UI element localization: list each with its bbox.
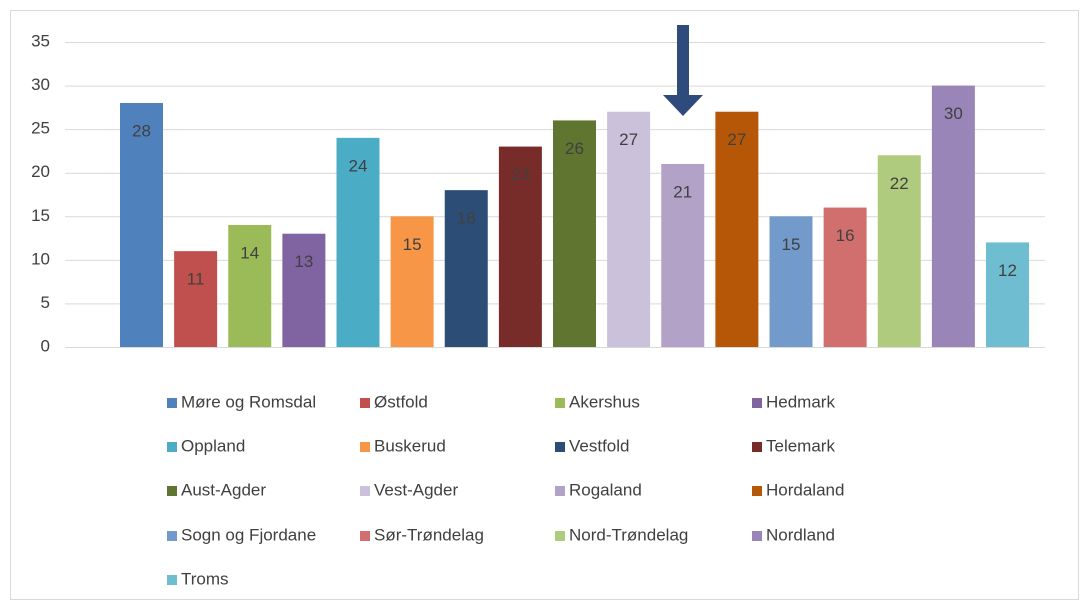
legend-swatch [752, 531, 762, 541]
legend-label: Østfold [374, 392, 428, 411]
data-label: 16 [836, 226, 855, 245]
legend-swatch [752, 442, 762, 452]
legend-label: Troms [181, 569, 229, 588]
legend-swatch [555, 486, 565, 496]
legend-label: Hordaland [766, 480, 844, 499]
bar [336, 137, 380, 347]
y-tick-label: 35 [31, 31, 50, 50]
data-label: 26 [565, 139, 584, 158]
legend-swatch [167, 531, 177, 541]
data-label: 22 [890, 174, 909, 193]
data-label: 27 [619, 130, 638, 149]
legend-swatch [360, 486, 370, 496]
legend-label: Nord-Trøndelag [569, 525, 688, 544]
legend-swatch [360, 442, 370, 452]
legend-label: Vestfold [569, 436, 630, 455]
bar [986, 242, 1029, 347]
data-label: 11 [187, 270, 205, 289]
bar [715, 111, 759, 347]
legend-swatch [752, 398, 762, 408]
data-label: 21 [673, 182, 692, 201]
legend-label: Vest-Agder [374, 480, 458, 499]
bar [282, 233, 326, 347]
arrow-annotation [663, 25, 703, 116]
bar [877, 155, 921, 347]
legend-swatch [167, 575, 177, 585]
data-label: 15 [782, 235, 801, 254]
legend-label: Buskerud [374, 436, 446, 455]
legend: Møre og Romsdal Østfold Akershus Hedmark Opp… [167, 392, 844, 588]
legend-label: Sogn og Fjordane [181, 525, 316, 544]
data-label: 30 [944, 104, 963, 123]
bar [661, 164, 705, 347]
bar [120, 103, 163, 347]
data-label: 24 [349, 156, 368, 175]
y-tick-label: 25 [31, 119, 50, 138]
legend-label: Akershus [569, 392, 640, 411]
legend-swatch [360, 398, 370, 408]
y-tick-label: 20 [31, 162, 50, 181]
data-label: 13 [294, 252, 313, 271]
y-tick-label: 10 [31, 249, 50, 268]
legend-label: Aust-Agder [181, 480, 266, 499]
data-label: 18 [457, 209, 476, 228]
bars [120, 85, 1029, 348]
bar [444, 190, 488, 347]
data-label: 28 [132, 121, 151, 140]
bar [931, 85, 975, 348]
legend-swatch [167, 398, 177, 408]
data-label: 12 [998, 261, 1017, 280]
legend-label: Møre og Romsdal [181, 392, 316, 411]
data-label: 15 [403, 235, 422, 254]
bar [174, 251, 218, 347]
y-tick-label: 30 [31, 75, 50, 94]
bar [553, 120, 596, 347]
legend-swatch [167, 442, 177, 452]
legend-swatch [167, 486, 177, 496]
y-tick-label: 0 [41, 336, 50, 355]
bar [498, 146, 542, 347]
bar [607, 111, 651, 347]
legend-swatch [360, 531, 370, 541]
grid: 0 5 10 15 20 25 30 35 [31, 31, 1045, 355]
legend-swatch [555, 531, 565, 541]
data-label: 23 [511, 165, 530, 184]
legend-label: Sør-Trøndelag [374, 525, 484, 544]
legend-label: Oppland [181, 436, 245, 455]
legend-label: Rogaland [569, 480, 642, 499]
data-label: 14 [240, 243, 259, 262]
legend-label: Nordland [766, 525, 835, 544]
y-tick-label: 15 [31, 206, 50, 225]
bar [823, 207, 867, 347]
legend-swatch [752, 486, 762, 496]
data-labels: 28 11 14 13 24 15 18 23 26 27 21 27 15 16 22 30 12 [132, 104, 1017, 289]
bar [769, 216, 813, 347]
legend-swatch [555, 442, 565, 452]
legend-swatch [555, 398, 565, 408]
bar [228, 225, 272, 347]
bar [390, 216, 434, 347]
legend-label: Hedmark [766, 392, 835, 411]
data-label: 27 [727, 130, 746, 149]
legend-label: Telemark [766, 436, 835, 455]
y-tick-label: 5 [41, 293, 50, 312]
